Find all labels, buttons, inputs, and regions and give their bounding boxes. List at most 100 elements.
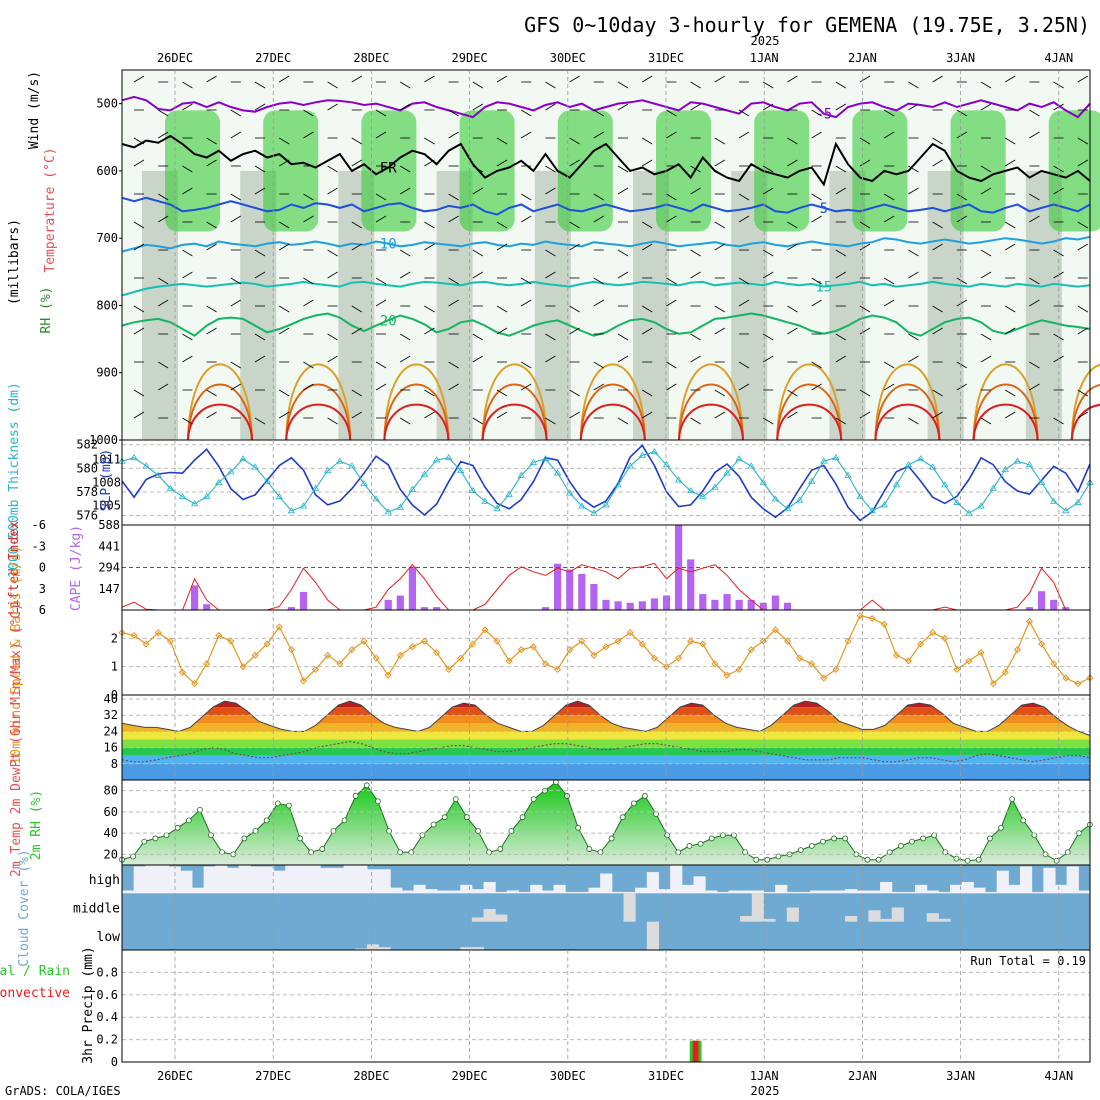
- cloud-bar-high: [833, 890, 846, 894]
- wind-barb: [1029, 215, 1040, 223]
- wind-barb: [399, 187, 411, 195]
- wind-barb: [593, 193, 605, 201]
- wind-barb: [835, 249, 847, 257]
- top-date-label: 26DEC: [157, 51, 193, 65]
- cloud-bar-high: [635, 887, 648, 894]
- wind-barb: [399, 103, 411, 111]
- wind-barb: [1029, 277, 1040, 285]
- cloud-bar-high: [973, 887, 986, 894]
- cape-tick-label: 441: [98, 539, 120, 553]
- temp-band: [122, 747, 1090, 756]
- wind-barb: [835, 187, 847, 195]
- wind-barb: [375, 215, 387, 223]
- thickness-ylabel: 1000-500mb Thickness (dm): [7, 382, 22, 578]
- wind-barb: [956, 215, 968, 223]
- thickness-point: [832, 453, 840, 461]
- wind-barb: [303, 299, 314, 307]
- rh-point: [452, 796, 459, 803]
- top-date-label: 29DEC: [452, 51, 488, 65]
- wind-barb: [1029, 361, 1040, 369]
- rh-point: [942, 849, 949, 856]
- wind-barb: [690, 81, 701, 89]
- wind-barb: [883, 361, 895, 369]
- wind-barb: [1004, 389, 1016, 397]
- wind-speed-point: [687, 637, 695, 645]
- wind-barb: [182, 271, 193, 279]
- wind-barb: [448, 361, 459, 369]
- low-level-isotherm: [678, 383, 744, 441]
- wind-speed-point: [917, 640, 925, 648]
- wind-barb: [690, 165, 701, 173]
- wind-speed-point: [662, 663, 671, 671]
- wind-barb: [206, 243, 217, 251]
- wind-speed-point: [469, 640, 477, 648]
- thickness-point: [263, 477, 271, 484]
- cape-bar: [433, 607, 441, 610]
- wind-barb: [883, 299, 895, 307]
- thickness-point: [565, 489, 574, 496]
- wind-barb: [182, 81, 193, 89]
- lifted-index-ylabel: Lifted Index: [7, 521, 22, 615]
- wind-speed-point: [723, 671, 731, 679]
- isotherm-label: 15: [815, 280, 832, 296]
- rh-point: [375, 798, 381, 805]
- cape-bar: [759, 602, 767, 610]
- low-level-isotherm: [285, 383, 352, 441]
- bottom-date-label: 3JAN: [946, 1069, 975, 1083]
- thickness-point: [444, 453, 453, 461]
- thickness-point: [360, 479, 368, 487]
- wind-barb: [472, 81, 484, 89]
- cloud-bar-high: [1078, 890, 1091, 894]
- cloud-bar-middle: [845, 916, 858, 922]
- wind-barb: [569, 327, 580, 335]
- cloud-bar-low: [646, 921, 659, 950]
- thickness-point: [529, 458, 538, 465]
- wind-barb: [254, 417, 266, 425]
- cloud-bar-high: [530, 884, 543, 894]
- upper-air-rh-label: RH (%): [39, 287, 54, 334]
- wind-barb: [496, 243, 508, 251]
- thickness-point: [892, 481, 901, 488]
- wind-speed-point: [372, 654, 380, 662]
- wind-barb: [327, 187, 338, 195]
- wind-barb: [254, 187, 266, 195]
- li-tick-label: 6: [39, 603, 46, 617]
- wind-barb: [908, 81, 919, 89]
- bottom-date-label: 2JAN: [848, 1069, 877, 1083]
- wind-barb: [641, 243, 653, 251]
- thickness-point: [771, 495, 780, 502]
- wind-barb: [399, 333, 411, 341]
- run-total-annotation: Run Total = 0.19: [970, 954, 1086, 968]
- cape-bar: [662, 595, 671, 610]
- wind-barb: [859, 305, 871, 313]
- wind-speed-point: [941, 634, 949, 642]
- precip-panel: 0 0.2 0.4 0.6 0.8 Run Total = 0.19: [96, 949, 1091, 1069]
- wind-barb: [278, 75, 290, 83]
- wind-speed-point: [735, 665, 743, 674]
- wind-speed-point: [348, 646, 356, 654]
- thickness-point: [202, 492, 211, 500]
- cape-bar: [747, 599, 755, 610]
- rh-tick-label: 60: [104, 805, 118, 819]
- wind-barb: [714, 221, 726, 229]
- wind-barb: [762, 417, 774, 425]
- rh-point: [986, 835, 993, 842]
- isotherm-label: FR: [380, 161, 397, 177]
- wind-barb: [424, 389, 435, 397]
- top-date-label: 31DEC: [648, 51, 684, 65]
- wind-speed-point: [650, 654, 658, 662]
- li-tick-label: -3: [32, 539, 46, 553]
- wind-barb: [617, 271, 629, 279]
- low-level-isotherm: [481, 403, 548, 441]
- isotherm-label: 10: [380, 237, 397, 253]
- rh-point: [419, 832, 426, 839]
- wind-barb: [496, 389, 508, 397]
- wind-barb: [932, 221, 943, 229]
- rh-point: [575, 824, 582, 831]
- slp-tick-label: 1011: [92, 452, 121, 466]
- cloud-bar-high: [495, 891, 508, 894]
- wind-barb: [399, 249, 411, 257]
- wind-barb: [278, 221, 290, 229]
- wind-speed-point: [578, 637, 586, 645]
- wind-speed-point: [239, 663, 247, 671]
